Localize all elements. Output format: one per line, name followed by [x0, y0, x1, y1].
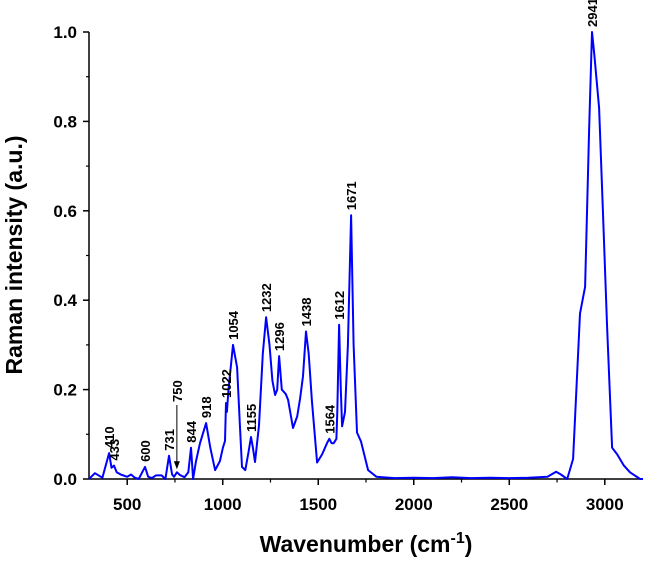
- x-axis-title-close: ): [465, 531, 473, 557]
- peak-label-1296: 1296: [272, 322, 287, 351]
- peak-label-600: 600: [138, 440, 153, 462]
- peak-label-1155: 1155: [244, 404, 259, 432]
- x-tick-label: 1000: [204, 495, 242, 514]
- y-tick-label: 0.2: [53, 381, 77, 400]
- peak-label-731: 731: [162, 429, 177, 451]
- x-axis-title-main: Wavenumber (cm: [260, 531, 451, 557]
- peak-label-2941: 2941: [585, 0, 600, 27]
- x-tick-label: 2500: [490, 495, 528, 514]
- peak-label-1022: 1022: [219, 369, 234, 398]
- y-axis-title: Raman intensity (a.u.): [1, 136, 27, 375]
- y-tick-label: 0.4: [53, 291, 77, 310]
- spectrum-line: [88, 31, 643, 480]
- peak-label-1671: 1671: [344, 181, 359, 210]
- y-tick-label: 0.0: [53, 470, 77, 489]
- peak-label-433: 433: [107, 439, 122, 461]
- peak-label-750: 750: [170, 380, 185, 402]
- peak-label-844: 844: [184, 420, 199, 442]
- peak-label-1564: 1564: [322, 404, 337, 434]
- x-axis-title-sup: -1: [450, 530, 464, 547]
- y-tick-label: 0.8: [53, 112, 77, 131]
- axes: 0.0 0.2 0.4 0.6 0.8 1.0 500 1000 1500 2000 2500 300…: [53, 23, 643, 514]
- x-axis-title: Wavenumber (cm-1): [260, 530, 473, 557]
- peak-label-1054: 1054: [226, 310, 241, 340]
- peak-label-410: 410: [102, 426, 117, 448]
- peak-label-1232: 1232: [259, 283, 274, 312]
- peak-label-1438: 1438: [299, 298, 314, 327]
- x-tick-label: 3000: [586, 495, 624, 514]
- y-tick-label: 1.0: [53, 23, 77, 42]
- x-tick-label: 500: [113, 495, 141, 514]
- y-tick-label: 0.6: [53, 202, 77, 221]
- peak-label-1612: 1612: [332, 291, 347, 320]
- peak-label-918: 918: [199, 396, 214, 418]
- x-tick-label: 1500: [299, 495, 337, 514]
- annotation-arrow-head: [173, 461, 180, 470]
- x-tick-label: 2000: [395, 495, 433, 514]
